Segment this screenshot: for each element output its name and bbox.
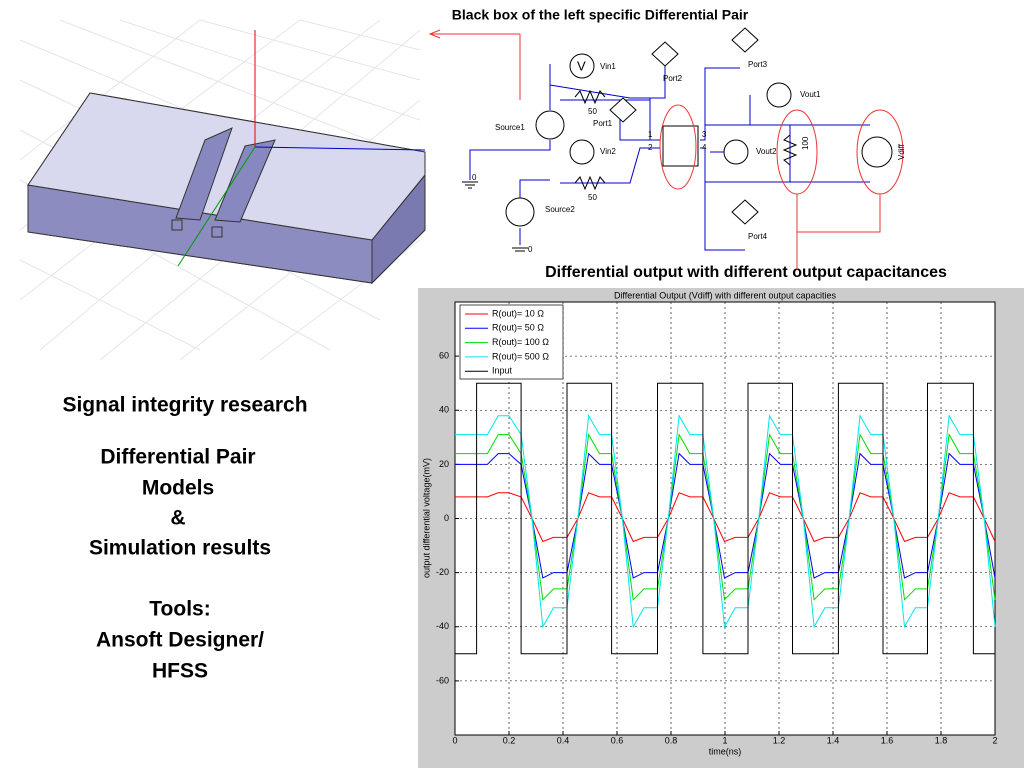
y-tick-label: 20 xyxy=(439,459,449,469)
x-tick-label: 0.4 xyxy=(557,735,570,745)
x-tick-label: 1.6 xyxy=(881,735,894,745)
slide-label: Black box of the left specific Different… xyxy=(452,7,749,23)
schematic-labels: V Vin1 Vin2 Vout1 Vout2 Vdiff Port1 Port… xyxy=(472,58,906,254)
schematic-label: 1 xyxy=(648,130,653,139)
y-tick-label: -40 xyxy=(436,621,449,631)
legend-label: R(out)= 500 Ω xyxy=(492,351,549,361)
y-tick-label: 60 xyxy=(439,351,449,361)
left-text: Signal integrity research xyxy=(62,394,307,417)
legend-label: R(out)= 100 Ω xyxy=(492,337,549,347)
x-tick-label: 0.2 xyxy=(503,735,516,745)
y-tick-label: 0 xyxy=(444,513,449,523)
schematic-label: Vout2 xyxy=(756,147,777,156)
schematic-label: Port3 xyxy=(748,60,768,69)
legend-label: R(out)= 50 Ω xyxy=(492,323,544,333)
schematic-label: 50 xyxy=(588,193,597,202)
data-line xyxy=(455,414,996,629)
schematic-label: V xyxy=(577,58,586,73)
arrow xyxy=(428,29,520,39)
schematic-label: Vin1 xyxy=(600,62,616,71)
schematic-label: Port1 xyxy=(593,119,613,128)
schematic-label: 4 xyxy=(702,143,707,152)
schematic-label: 2 xyxy=(648,143,653,152)
left-text: & xyxy=(170,507,185,530)
hfss-model xyxy=(19,19,426,361)
x-tick-label: 1.8 xyxy=(935,735,948,745)
y-tick-label: 40 xyxy=(439,405,449,415)
schematic-label: Port4 xyxy=(748,232,768,241)
y-axis-label: output differential voltage(mV) xyxy=(421,458,431,578)
schematic-label: 50 xyxy=(588,107,597,116)
chart-title: Differential Output (Vdiff) with differe… xyxy=(614,290,837,300)
schematic-label: 0 xyxy=(528,245,533,254)
left-text: HFSS xyxy=(152,660,208,683)
left-text: Ansoft Designer/ xyxy=(96,629,264,652)
x-tick-label: 0 xyxy=(452,735,457,745)
schematic xyxy=(462,27,904,270)
data-line xyxy=(455,452,996,579)
x-tick-label: 1 xyxy=(722,735,727,745)
y-tick-label: -20 xyxy=(436,567,449,577)
schematic-label: Vin2 xyxy=(600,147,616,156)
left-text: Models xyxy=(142,477,214,500)
x-axis-label: time(ns) xyxy=(709,746,742,756)
x-tick-label: 2 xyxy=(992,735,997,745)
x-tick-label: 1.4 xyxy=(827,735,840,745)
schematic-label: Vdiff xyxy=(897,143,906,160)
schematic-label: 3 xyxy=(702,130,707,139)
legend-label: R(out)= 10 Ω xyxy=(492,308,544,318)
y-tick-label: -60 xyxy=(436,675,449,685)
x-tick-label: 0.8 xyxy=(665,735,678,745)
left-text: Differential Pair xyxy=(100,446,255,469)
schematic-label: Port2 xyxy=(663,74,683,83)
schematic-label: 0 xyxy=(472,173,477,182)
legend-label: Input xyxy=(492,366,513,376)
schematic-label: Source2 xyxy=(545,205,575,214)
left-text: Tools: xyxy=(149,598,210,621)
slide-label: Differential output with different outpu… xyxy=(545,264,947,281)
x-tick-label: 0.6 xyxy=(611,735,624,745)
data-line xyxy=(455,492,996,543)
left-text: Simulation results xyxy=(89,537,271,560)
data-line xyxy=(455,382,995,655)
x-tick-label: 1.2 xyxy=(773,735,786,745)
schematic-label: Source1 xyxy=(495,123,525,132)
data-line xyxy=(455,433,996,601)
schematic-label: 100 xyxy=(801,136,810,150)
schematic-label: Vout1 xyxy=(800,90,821,99)
legend-box xyxy=(459,304,564,380)
